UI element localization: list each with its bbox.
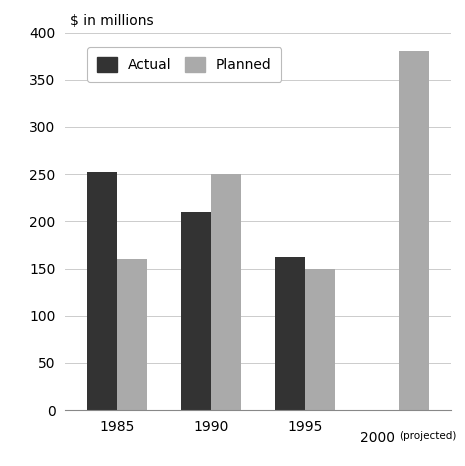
- Bar: [275, 257, 305, 410]
- Bar: [211, 174, 241, 410]
- Bar: [305, 268, 335, 410]
- Bar: [399, 52, 429, 410]
- Text: 2000: 2000: [360, 431, 399, 445]
- Text: $ in millions: $ in millions: [70, 14, 153, 28]
- Bar: [181, 212, 211, 410]
- Bar: [87, 172, 117, 410]
- Legend: Actual, Planned: Actual, Planned: [87, 47, 281, 82]
- Text: (projected): (projected): [399, 431, 457, 441]
- Bar: [117, 259, 147, 410]
